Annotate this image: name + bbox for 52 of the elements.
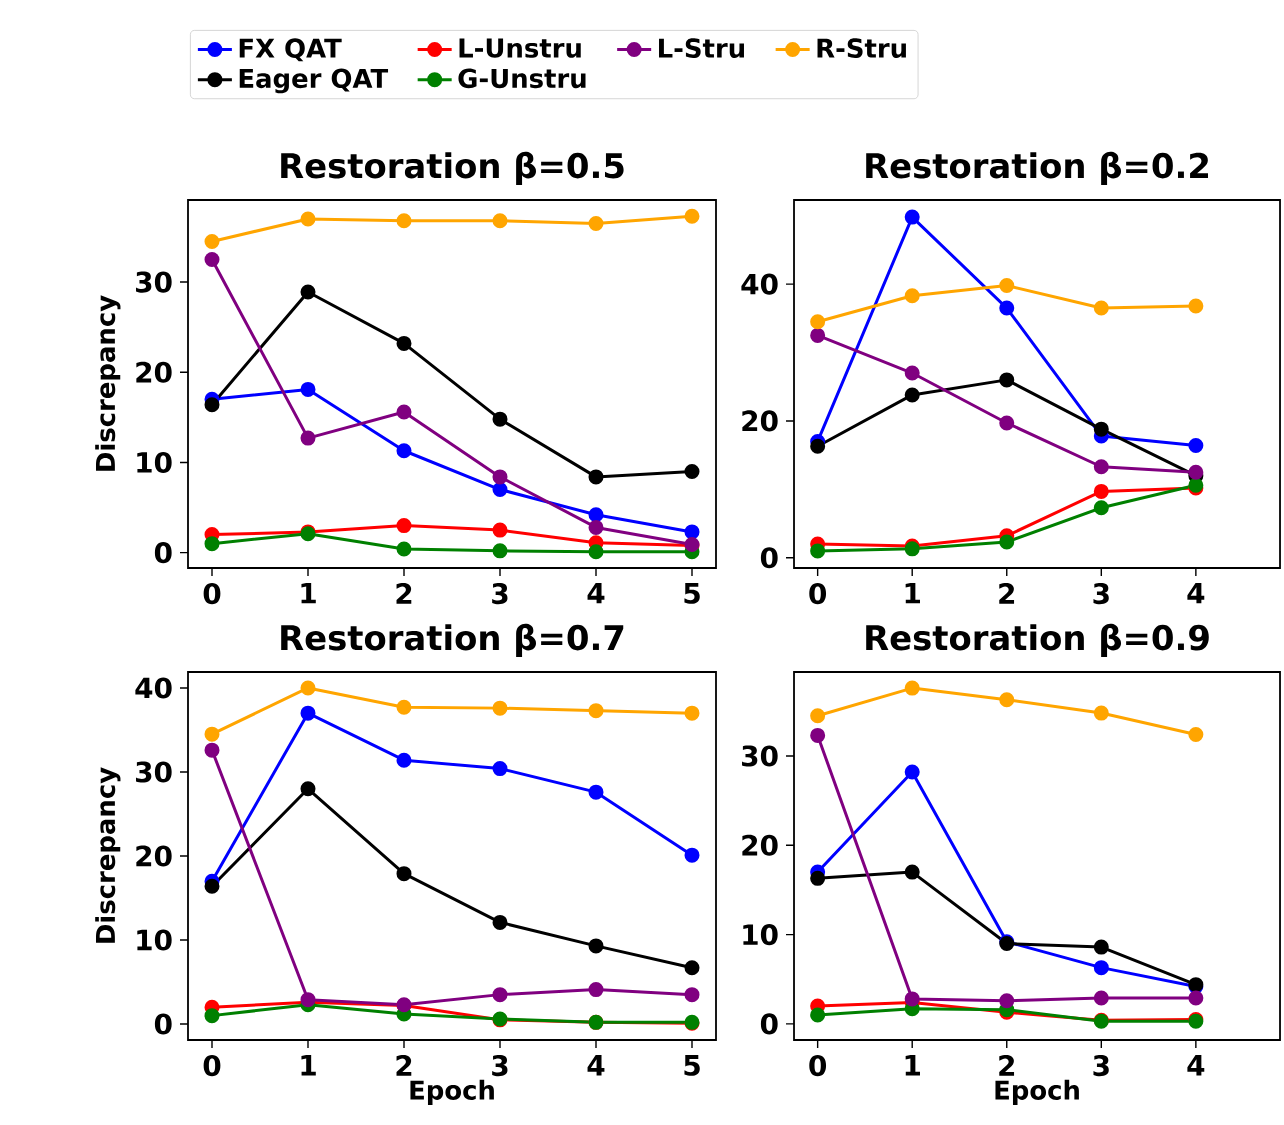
x-tick-label: 4 xyxy=(587,1055,605,1076)
y-tick-label: 20 xyxy=(136,361,172,383)
legend-label: FX QAT xyxy=(239,38,342,62)
chart-title: Restoration β=0.9 xyxy=(866,623,1209,657)
legend-label: L-Unstru xyxy=(459,38,581,58)
y-tick-label: 0 xyxy=(760,1013,778,1035)
x-tick-label: 5 xyxy=(684,583,700,604)
chart-title: Restoration β=0.5 xyxy=(281,151,624,185)
x-tick-label: 0 xyxy=(809,1055,827,1077)
chart-title: Restoration β=0.2 xyxy=(866,151,1209,185)
x-tick-label: 2 xyxy=(999,583,1015,604)
x-tick-label: 3 xyxy=(492,583,508,605)
y-tick-label: 0 xyxy=(760,547,778,569)
x-tick-label: 1 xyxy=(905,1055,920,1076)
y-tick-label: 10 xyxy=(137,929,172,951)
x-tick-label: 5 xyxy=(684,1055,700,1076)
x-tick-label: 0 xyxy=(203,583,221,605)
legend-label: L-Stru xyxy=(659,38,744,58)
y-tick-label: 30 xyxy=(742,745,778,767)
x-axis-title: Epoch xyxy=(995,1079,1079,1105)
y-tick-label: 20 xyxy=(742,410,778,432)
y-tick-label: 0 xyxy=(154,542,172,564)
y-tick-label: 20 xyxy=(742,834,778,856)
y-tick-label: 30 xyxy=(136,761,172,783)
x-tick-label: 0 xyxy=(809,583,827,605)
x-tick-label: 2 xyxy=(999,1055,1015,1076)
legend-label: Eager QAT xyxy=(239,68,389,94)
chart-title: Restoration β=0.7 xyxy=(281,623,624,657)
x-tick-label: 3 xyxy=(492,1055,508,1077)
x-tick-label: 4 xyxy=(587,583,605,604)
y-axis-title: Discrepancy xyxy=(95,767,121,943)
x-tick-label: 2 xyxy=(396,1055,412,1076)
y-axis-title: Discrepancy xyxy=(95,295,121,471)
legend-label: G-Unstru xyxy=(458,68,586,89)
y-tick-label: 40 xyxy=(741,273,778,295)
x-tick-label: 2 xyxy=(396,583,412,604)
x-axis-title: Epoch xyxy=(410,1079,494,1105)
x-tick-label: 1 xyxy=(301,583,316,604)
y-tick-label: 0 xyxy=(154,1013,172,1035)
y-tick-label: 20 xyxy=(136,845,172,867)
y-tick-label: 40 xyxy=(135,677,172,699)
y-tick-label: 30 xyxy=(136,271,172,293)
legend-label: R-Stru xyxy=(817,38,906,58)
y-tick-label: 10 xyxy=(137,451,172,474)
x-tick-label: 1 xyxy=(301,1055,316,1076)
x-tick-label: 3 xyxy=(1093,1055,1109,1077)
x-tick-label: 4 xyxy=(1187,1055,1205,1076)
x-tick-label: 1 xyxy=(905,583,920,604)
y-tick-label: 10 xyxy=(743,924,778,946)
x-tick-label: 3 xyxy=(1093,583,1109,605)
x-tick-label: 4 xyxy=(1187,583,1205,604)
x-tick-label: 0 xyxy=(203,1055,221,1077)
